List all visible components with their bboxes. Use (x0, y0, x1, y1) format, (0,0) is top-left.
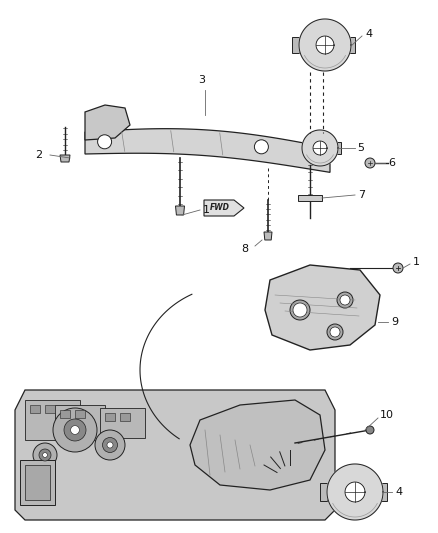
Polygon shape (313, 141, 327, 155)
Text: 1: 1 (203, 205, 210, 215)
Bar (120, 413, 130, 421)
Circle shape (53, 408, 97, 452)
Circle shape (107, 442, 113, 448)
Circle shape (327, 324, 343, 340)
Circle shape (290, 300, 310, 320)
Circle shape (95, 430, 125, 460)
Polygon shape (299, 19, 351, 71)
Text: 6: 6 (388, 158, 395, 168)
Bar (30, 405, 40, 413)
Polygon shape (85, 105, 130, 140)
Bar (105, 413, 115, 421)
Polygon shape (204, 200, 244, 216)
Polygon shape (316, 36, 334, 54)
Circle shape (393, 263, 403, 273)
Bar (20, 460, 55, 505)
Text: 1: 1 (413, 257, 420, 267)
Circle shape (39, 449, 51, 461)
Polygon shape (85, 128, 330, 172)
Bar (60, 410, 70, 418)
Bar (297, 142, 302, 154)
Circle shape (340, 295, 350, 305)
Polygon shape (327, 464, 383, 520)
Circle shape (102, 438, 117, 453)
Bar (45, 405, 55, 413)
Bar (336, 142, 340, 154)
Circle shape (366, 426, 374, 434)
Circle shape (42, 453, 47, 457)
Bar (100, 408, 145, 438)
Polygon shape (302, 130, 338, 166)
Bar (298, 195, 322, 201)
Text: 10: 10 (380, 410, 394, 420)
Circle shape (33, 443, 57, 467)
Circle shape (337, 292, 353, 308)
Circle shape (98, 135, 112, 149)
Circle shape (330, 327, 340, 337)
Bar (292, 37, 299, 53)
Bar (55, 405, 105, 440)
Bar (25, 400, 80, 440)
Circle shape (71, 425, 79, 434)
Polygon shape (264, 232, 272, 240)
Circle shape (64, 419, 86, 441)
Bar (25, 465, 50, 500)
Polygon shape (190, 400, 325, 490)
Bar (320, 483, 327, 501)
Text: 7: 7 (358, 190, 365, 200)
Text: FWD: FWD (210, 204, 230, 213)
Bar (75, 410, 85, 418)
Bar (379, 483, 386, 501)
Text: 9: 9 (391, 317, 398, 327)
Text: 2: 2 (35, 150, 42, 160)
Text: 4: 4 (395, 487, 402, 497)
Polygon shape (15, 390, 335, 520)
Polygon shape (176, 206, 184, 215)
Circle shape (365, 158, 375, 168)
Polygon shape (265, 265, 380, 350)
Text: 4: 4 (365, 29, 372, 39)
Polygon shape (345, 482, 365, 502)
Circle shape (293, 303, 307, 317)
Circle shape (254, 140, 268, 154)
Text: 5: 5 (357, 143, 364, 153)
Text: 3: 3 (198, 75, 205, 85)
Bar (347, 37, 354, 53)
Polygon shape (60, 155, 70, 162)
Text: 8: 8 (241, 244, 248, 254)
